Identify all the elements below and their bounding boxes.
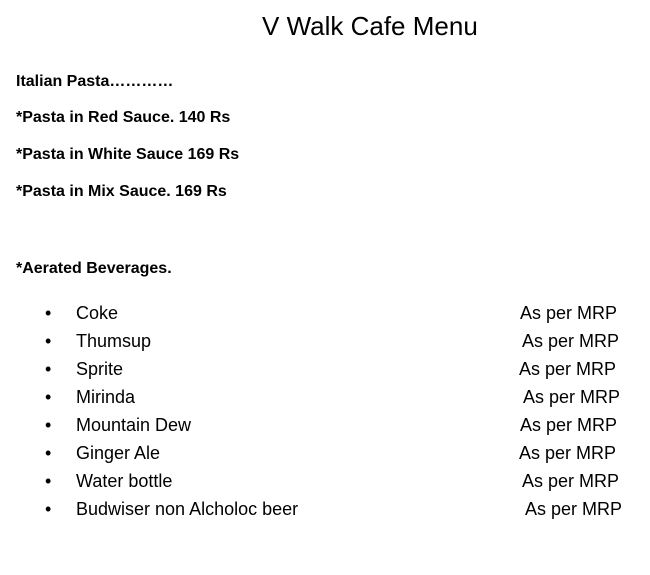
- bullet-icon: •: [45, 359, 52, 379]
- bullet-icon: •: [45, 387, 52, 407]
- beverages-heading: *Aerated Beverages.: [16, 260, 172, 277]
- beverage-name: Thumsup: [76, 331, 152, 351]
- beverage-name: Mirinda: [76, 387, 136, 407]
- bullet-icon: •: [45, 415, 52, 435]
- list-item: • Thumsup As per MRP: [0, 331, 650, 355]
- beverage-price: As per MRP: [523, 387, 621, 407]
- beverage-name: Budwiser non Alcholoc beer: [76, 499, 299, 519]
- page-title: V Walk Cafe Menu: [262, 11, 478, 41]
- beverage-price: As per MRP: [525, 499, 623, 519]
- list-item: • Budwiser non Alcholoc beer As per MRP: [0, 499, 650, 523]
- pasta-heading: Italian Pasta…………: [16, 73, 174, 90]
- list-item: • Sprite As per MRP: [0, 359, 650, 383]
- beverage-price: As per MRP: [520, 415, 618, 435]
- bullet-icon: •: [45, 499, 52, 519]
- beverage-name: Sprite: [76, 359, 124, 379]
- beverage-price: As per MRP: [520, 303, 618, 323]
- list-item: • Ginger Ale As per MRP: [0, 443, 650, 467]
- beverage-name: Water bottle: [76, 471, 173, 491]
- beverage-name: Mountain Dew: [76, 415, 192, 435]
- beverage-price: As per MRP: [519, 443, 617, 463]
- pasta-item: *Pasta in Red Sauce. 140 Rs: [16, 109, 231, 126]
- bullet-icon: •: [45, 443, 52, 463]
- list-item: • Coke As per MRP: [0, 303, 650, 327]
- pasta-item: *Pasta in White Sauce 169 Rs: [16, 146, 240, 163]
- beverage-price: As per MRP: [522, 471, 620, 491]
- beverage-price: As per MRP: [522, 331, 620, 351]
- list-item: • Water bottle As per MRP: [0, 471, 650, 495]
- list-item: • Mirinda As per MRP: [0, 387, 650, 411]
- pasta-item: *Pasta in Mix Sauce. 169 Rs: [16, 183, 227, 200]
- beverage-name: Ginger Ale: [76, 443, 161, 463]
- bullet-icon: •: [45, 471, 52, 491]
- beverage-name: Coke: [76, 303, 119, 323]
- bullet-icon: •: [45, 303, 52, 323]
- bullet-icon: •: [45, 331, 52, 351]
- list-item: • Mountain Dew As per MRP: [0, 415, 650, 439]
- beverage-price: As per MRP: [519, 359, 617, 379]
